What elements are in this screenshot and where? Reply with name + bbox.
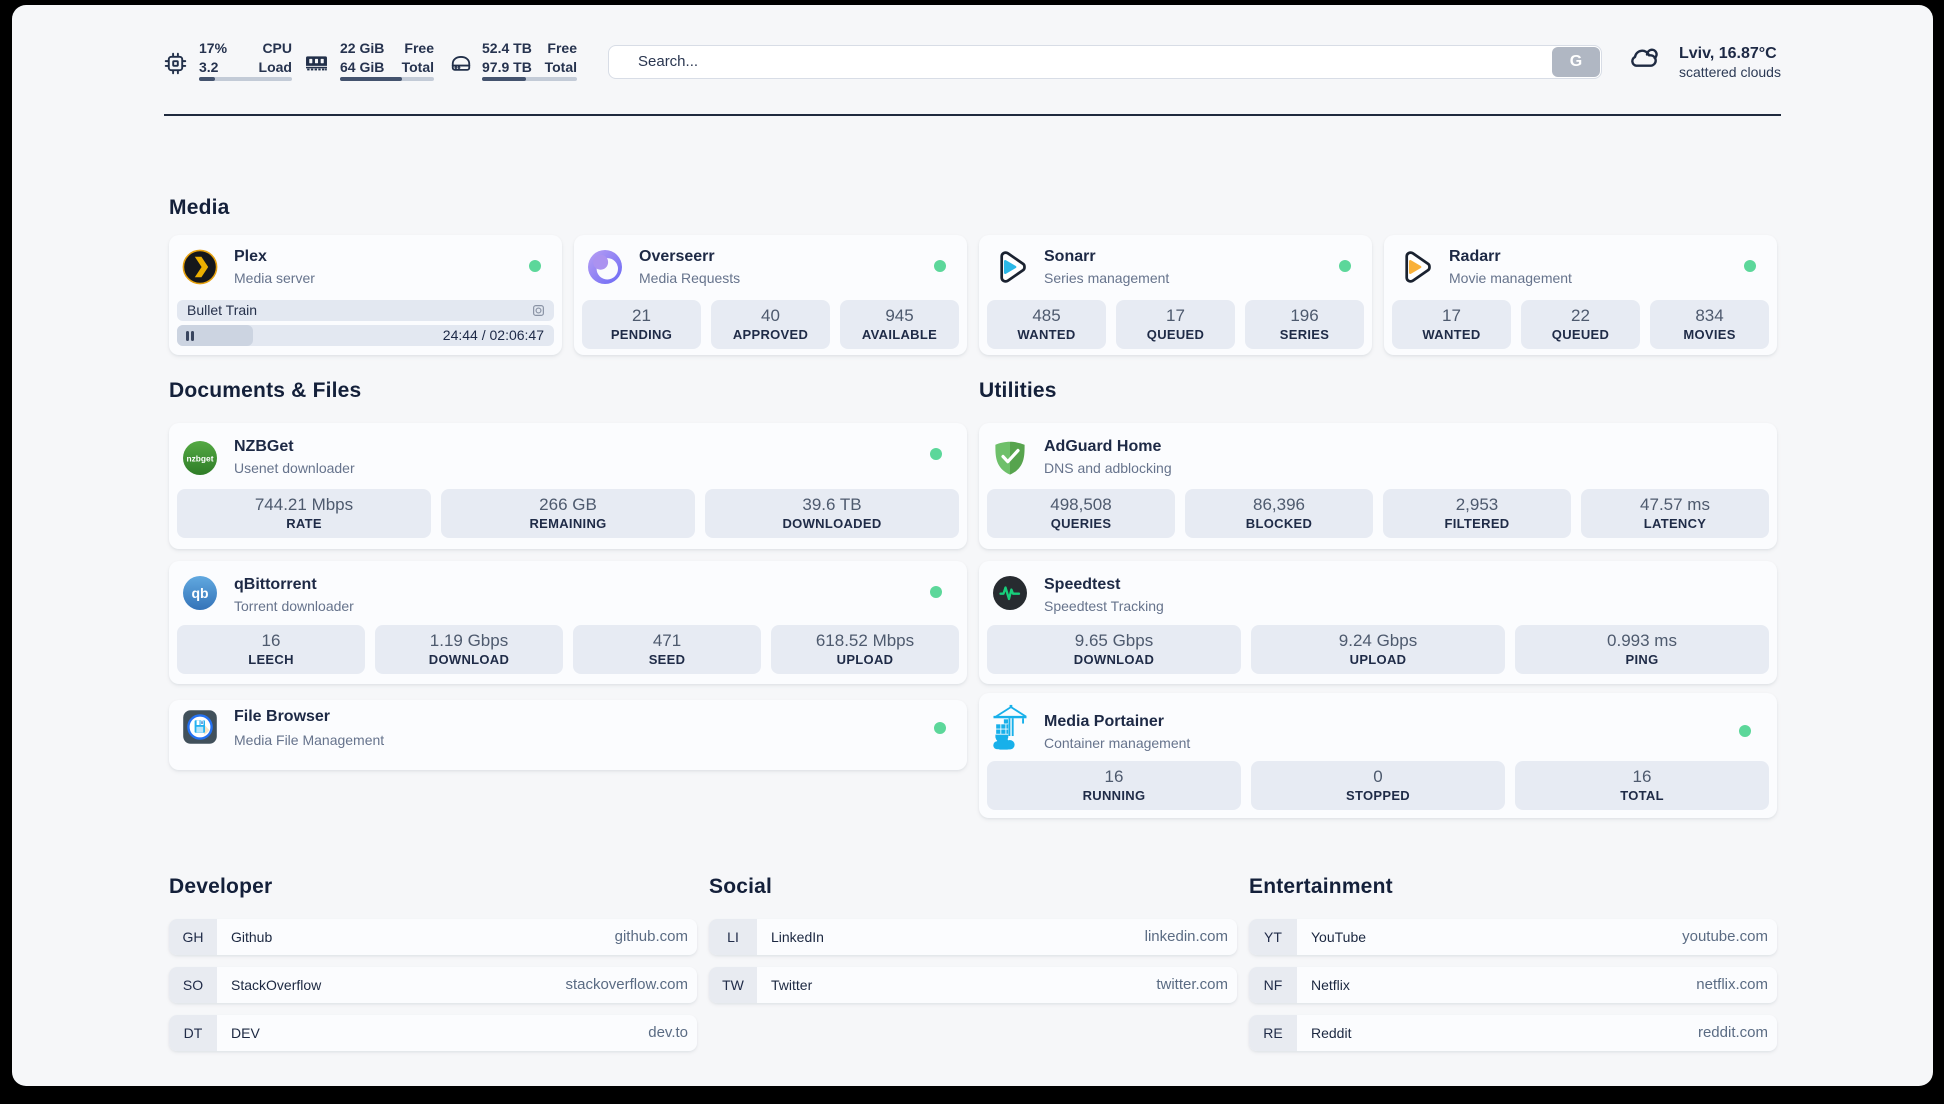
svg-text:qb: qb — [191, 585, 208, 601]
svg-text:nzbget: nzbget — [187, 454, 214, 464]
